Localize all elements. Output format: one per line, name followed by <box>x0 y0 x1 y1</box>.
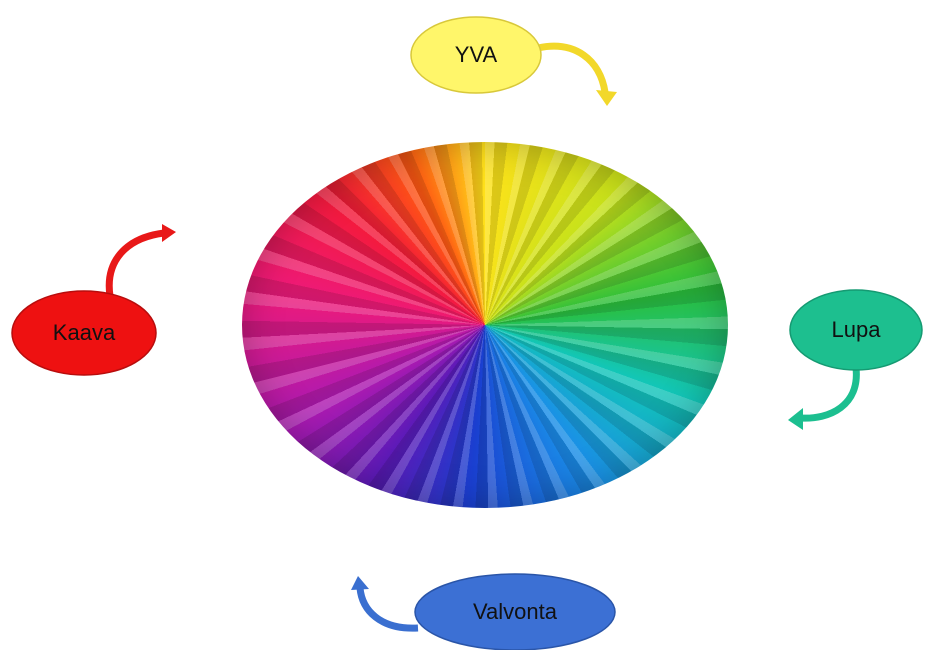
node <box>11 290 157 376</box>
arrow <box>105 229 165 297</box>
arrow-head <box>788 408 803 430</box>
rainbow-swirl <box>242 142 728 508</box>
arrow-head <box>162 224 176 242</box>
node <box>410 16 542 94</box>
node-label: Lupa <box>832 317 882 342</box>
arrow-head <box>596 90 617 106</box>
node <box>414 573 616 650</box>
arrow-head <box>351 576 369 590</box>
node <box>789 289 923 371</box>
node-label: Valvonta <box>473 599 558 624</box>
arrow <box>799 367 860 422</box>
arrow <box>356 587 419 632</box>
node-label: Kaava <box>53 320 116 345</box>
arrow <box>537 42 609 93</box>
node-label: YVA <box>455 42 498 67</box>
